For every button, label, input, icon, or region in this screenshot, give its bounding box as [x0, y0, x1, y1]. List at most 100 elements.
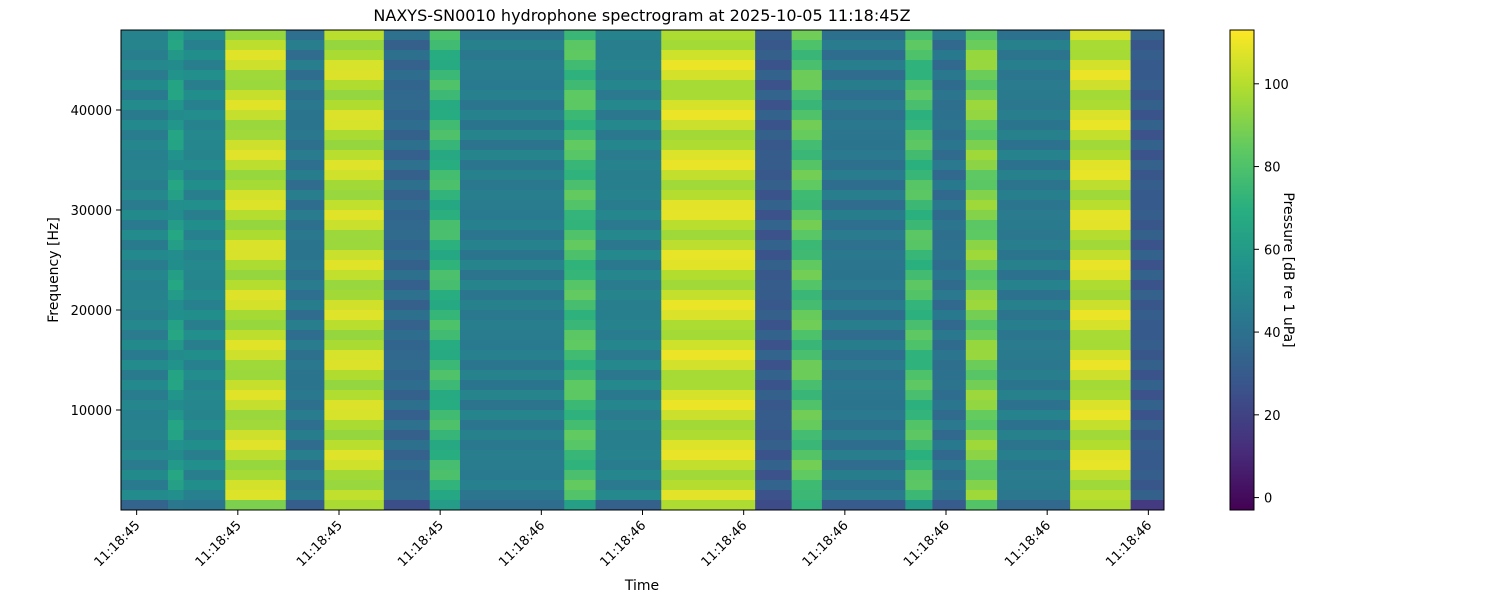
heatmap-cell [932, 370, 967, 381]
heatmap-cell [821, 210, 906, 221]
heatmap-cell [791, 220, 823, 231]
heatmap-cell [564, 440, 597, 451]
heatmap-cell [285, 350, 325, 361]
heatmap-cell [997, 380, 1071, 391]
heatmap-cell [1070, 290, 1132, 301]
heatmap-cell [383, 60, 431, 71]
heatmap-cell [285, 90, 325, 101]
heatmap-cell [121, 40, 169, 51]
heatmap-cell [167, 190, 185, 201]
colorbar-tick-label: 100 [1264, 78, 1289, 93]
heatmap-cell [183, 460, 226, 471]
heatmap-cell [965, 90, 998, 101]
heatmap-cell [965, 150, 998, 161]
heatmap-cell [997, 120, 1071, 131]
heatmap-cell [997, 420, 1071, 431]
heatmap-cell [905, 330, 934, 341]
heatmap-cell [564, 150, 597, 161]
heatmap-cell [821, 350, 906, 361]
heatmap-cell [183, 380, 226, 391]
heatmap-cell [564, 430, 597, 441]
heatmap-cell [383, 260, 431, 271]
heatmap-cell [932, 200, 967, 211]
heatmap-cell [1070, 60, 1132, 71]
heatmap-cell [661, 30, 756, 41]
heatmap-cell [564, 480, 597, 491]
heatmap-cell [932, 350, 967, 361]
heatmap-cell [225, 490, 287, 501]
heatmap-cell [183, 330, 226, 341]
heatmap-cell [1070, 310, 1132, 321]
heatmap-cell [167, 70, 185, 81]
heatmap-cell [965, 470, 998, 481]
heatmap-cell [661, 230, 756, 241]
heatmap-cell [564, 400, 597, 411]
heatmap-cell [1130, 460, 1164, 471]
heatmap-cell [997, 260, 1071, 271]
heatmap-cell [429, 150, 461, 161]
heatmap-cell [429, 60, 461, 71]
heatmap-cell [965, 460, 998, 471]
heatmap-cell [821, 420, 906, 431]
heatmap-cell [755, 310, 793, 321]
heatmap-cell [324, 310, 385, 321]
heatmap-cell [121, 500, 169, 510]
heatmap-cell [324, 60, 385, 71]
heatmap-cell [459, 380, 565, 391]
heatmap-cell [459, 170, 565, 181]
heatmap-cell [383, 200, 431, 211]
heatmap-cell [791, 30, 823, 41]
heatmap-cell [429, 40, 461, 51]
x-tick-label: 11:18:46 [800, 518, 852, 570]
heatmap-cell [564, 120, 597, 131]
heatmap-cell [1070, 450, 1132, 461]
heatmap-cell [821, 380, 906, 391]
heatmap-cell [595, 170, 662, 181]
heatmap-cell [661, 320, 756, 331]
heatmap-cell [905, 470, 934, 481]
heatmap-cell [821, 450, 906, 461]
heatmap-cell [932, 110, 967, 121]
heatmap-cell [1070, 400, 1132, 411]
heatmap-cell [285, 240, 325, 251]
heatmap-cell [225, 60, 287, 71]
heatmap-cell [429, 170, 461, 181]
heatmap-cell [595, 50, 662, 61]
heatmap-cell [1070, 150, 1132, 161]
heatmap-cell [965, 110, 998, 121]
heatmap-cell [997, 290, 1071, 301]
heatmap-cell [821, 80, 906, 91]
heatmap-cell [997, 230, 1071, 241]
heatmap-cell [997, 300, 1071, 311]
x-tick-label: 11:18:45 [193, 518, 245, 570]
heatmap-cell [1130, 190, 1164, 201]
heatmap-cell [965, 70, 998, 81]
heatmap-cell [791, 120, 823, 131]
heatmap-cell [225, 470, 287, 481]
heatmap-cell [821, 430, 906, 441]
heatmap-cell [755, 160, 793, 171]
heatmap-cell [905, 380, 934, 391]
heatmap-cell [167, 340, 185, 351]
heatmap-cell [183, 180, 226, 191]
heatmap-cell [1070, 340, 1132, 351]
heatmap-cell [791, 290, 823, 301]
heatmap-cell [661, 180, 756, 191]
heatmap-cell [285, 130, 325, 141]
heatmap-cell [791, 180, 823, 191]
heatmap-cell [661, 210, 756, 221]
heatmap-cell [661, 160, 756, 171]
heatmap-cell [1130, 240, 1164, 251]
heatmap-cell [1070, 300, 1132, 311]
heatmap-cell [324, 100, 385, 111]
heatmap-cell [932, 190, 967, 201]
heatmap-cell [183, 360, 226, 371]
heatmap-cell [285, 210, 325, 221]
heatmap-cell [755, 200, 793, 211]
heatmap-cell [383, 300, 431, 311]
heatmap-cell [905, 200, 934, 211]
x-tick-label: 11:18:46 [597, 518, 649, 570]
heatmap-cell [459, 160, 565, 171]
heatmap-cell [183, 490, 226, 501]
heatmap-cell [965, 310, 998, 321]
